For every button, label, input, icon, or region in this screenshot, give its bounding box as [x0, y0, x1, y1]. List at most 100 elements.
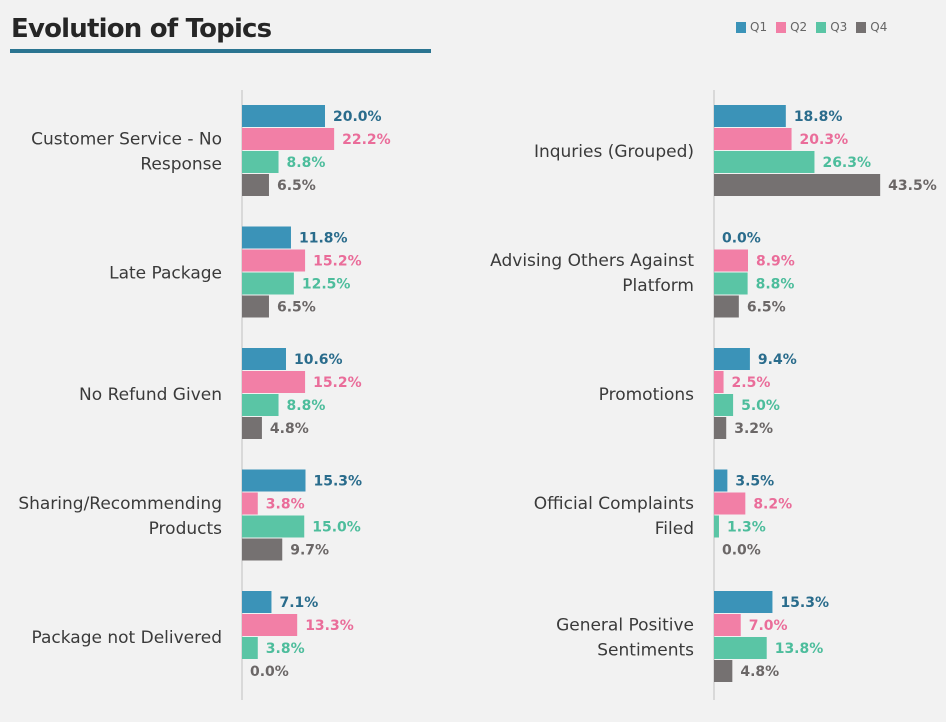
value-label: 0.0% [250, 664, 289, 680]
category-label: Advising Others Against Platform [490, 251, 694, 296]
bar-q3 [714, 394, 734, 416]
value-label: 8.8% [756, 277, 795, 293]
bar-q4 [242, 538, 283, 561]
bar-q1 [242, 226, 291, 249]
value-label: 8.2% [753, 497, 792, 513]
title-underline [10, 49, 431, 53]
category-label: Official Complaints Filed [534, 494, 694, 539]
bar-q3 [242, 272, 294, 295]
bar-q2 [714, 249, 748, 272]
legend-label: Q2 [790, 20, 808, 34]
value-label: 2.5% [732, 375, 771, 391]
value-label: 6.5% [277, 178, 316, 194]
value-label: 15.2% [313, 375, 362, 391]
value-label: 8.9% [756, 254, 795, 270]
legend-item-q1: Q1 [736, 20, 767, 34]
value-label: 4.8% [740, 664, 779, 680]
bar-q4 [242, 417, 262, 439]
legend-label: Q4 [870, 20, 888, 34]
bar-q3 [242, 515, 305, 538]
value-label: 13.3% [305, 618, 354, 634]
value-label: 3.2% [734, 421, 773, 437]
value-label: 15.0% [312, 520, 361, 536]
value-label: 0.0% [722, 543, 761, 559]
value-label: 11.8% [299, 231, 348, 247]
bar-q1 [242, 591, 272, 613]
value-label: 8.8% [287, 155, 326, 171]
bar-q4 [242, 174, 269, 196]
legend-label: Q1 [750, 20, 768, 34]
legend: Q1 Q2 Q3 Q4 [736, 20, 887, 34]
value-label: 15.3% [313, 474, 362, 490]
legend-item-q4: Q4 [856, 20, 887, 34]
bar-q2 [714, 371, 724, 393]
bar-q1 [714, 105, 786, 127]
legend-swatch [816, 21, 827, 33]
chart-title: Evolution of Topics [11, 14, 272, 44]
legend-item-q2: Q2 [776, 20, 807, 34]
value-label: 8.8% [287, 398, 326, 414]
bar-q1 [242, 105, 325, 127]
value-label: 22.2% [342, 132, 391, 148]
bar-q4 [714, 295, 739, 318]
value-label: 20.3% [800, 132, 849, 148]
value-label: 12.5% [302, 277, 351, 293]
category-label: Sharing/Recommending Products [18, 494, 222, 539]
category-label: Customer Service - No Response [31, 130, 222, 175]
value-label: 7.1% [279, 595, 318, 611]
bar-q3 [714, 637, 767, 659]
bar-q3 [714, 515, 719, 538]
bar-q1 [714, 469, 728, 492]
bar-q2 [242, 128, 335, 150]
bar-q4 [714, 417, 727, 439]
value-label: 5.0% [741, 398, 780, 414]
bar-q2 [714, 614, 741, 636]
value-label: 15.3% [780, 595, 829, 611]
bar-q4 [714, 660, 733, 682]
value-label: 0.0% [722, 231, 761, 247]
value-label: 7.0% [749, 618, 788, 634]
bar-q3 [242, 151, 279, 173]
bar-q2 [242, 492, 258, 515]
value-label: 6.5% [277, 300, 316, 316]
bar-q2 [714, 128, 792, 150]
value-label: 1.3% [727, 520, 766, 536]
value-label: 15.2% [313, 254, 362, 270]
value-label: 10.6% [294, 352, 343, 368]
category-label: General Positive Sentiments [556, 616, 694, 661]
value-label: 4.8% [270, 421, 309, 437]
category-label: Promotions [599, 385, 694, 405]
bar-q3 [714, 151, 815, 173]
bar-q1 [714, 591, 773, 613]
bar-q1 [242, 348, 286, 370]
value-label: 3.8% [266, 497, 305, 513]
bar-q2 [242, 371, 306, 393]
bar-q4 [714, 174, 881, 196]
category-label: Package not Delivered [32, 628, 223, 648]
value-label: 9.4% [758, 352, 797, 368]
value-label: 20.0% [333, 109, 382, 125]
bar-q3 [242, 394, 279, 416]
value-label: 3.5% [735, 474, 774, 490]
value-label: 3.8% [266, 641, 305, 657]
bar-q4 [242, 295, 269, 318]
bar-q2 [242, 249, 306, 272]
category-label: Inquries (Grouped) [534, 142, 694, 162]
bar-q2 [242, 614, 298, 636]
value-label: 9.7% [290, 543, 329, 559]
value-label: 43.5% [888, 178, 937, 194]
category-label: No Refund Given [79, 385, 222, 405]
legend-swatch [856, 21, 867, 33]
legend-swatch [736, 21, 746, 33]
bar-q3 [714, 272, 748, 295]
bar-q3 [242, 637, 258, 659]
value-label: 6.5% [747, 300, 786, 316]
bar-q1 [242, 469, 306, 492]
value-label: 26.3% [822, 155, 871, 171]
bar-q1 [714, 348, 750, 370]
bar-q2 [714, 492, 746, 515]
legend-swatch [776, 21, 787, 33]
value-label: 13.8% [775, 641, 824, 657]
